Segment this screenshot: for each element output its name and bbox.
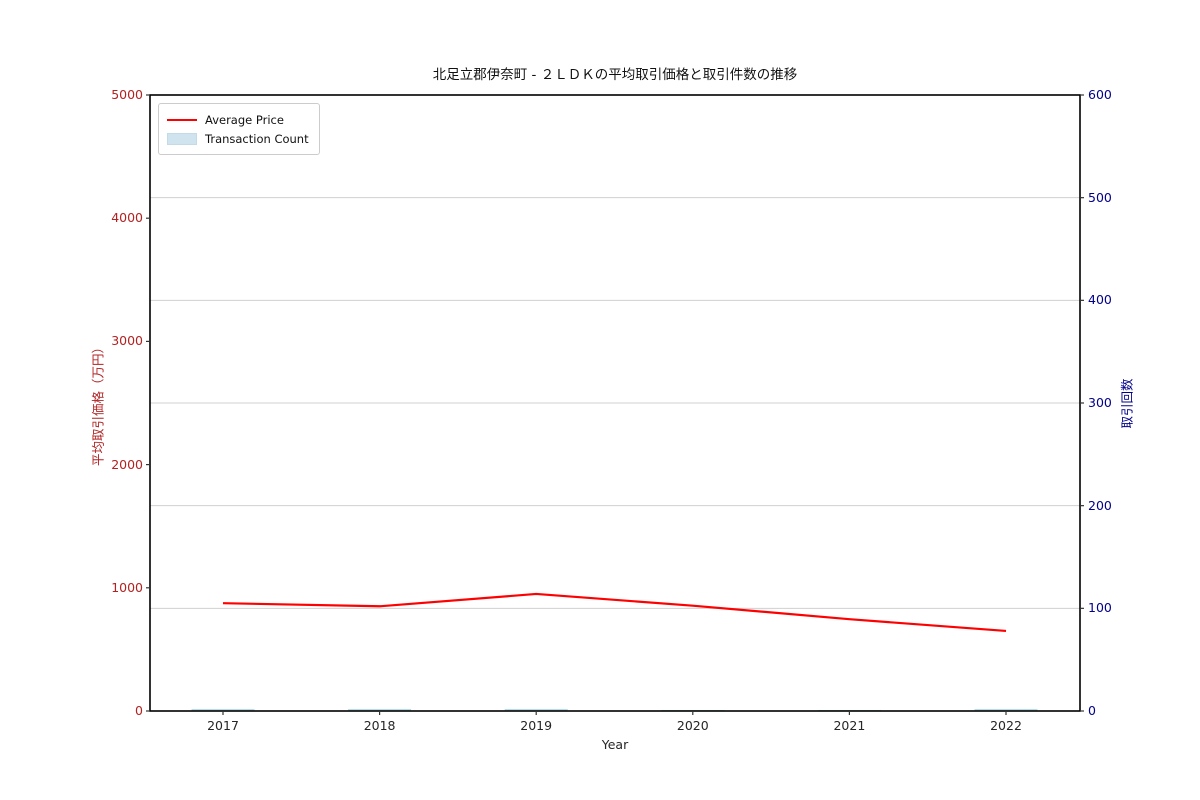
chart-title: 北足立郡伊奈町 - ２ＬＤＫの平均取引価格と取引件数の推移: [432, 67, 798, 83]
transaction-count-bar: [191, 708, 255, 711]
y-right-tick-label: 100: [1088, 600, 1112, 616]
y-right-tick-label: 300: [1088, 395, 1112, 410]
y-right-tick-label: 600: [1088, 87, 1112, 102]
y-left-tick-label: 0: [135, 703, 143, 718]
legend-patch-swatch: [167, 132, 197, 145]
y-left-tick-label: 1000: [111, 579, 143, 595]
y-right-tick-label: 200: [1088, 497, 1112, 513]
x-tick-label: 2020: [676, 718, 709, 733]
legend-label: Transaction Count: [205, 131, 309, 146]
x-tick-label: 2022: [990, 718, 1022, 733]
transaction-count-bar: [348, 708, 412, 711]
y-left-tick-label: 4000: [111, 210, 143, 226]
average-price-line: [222, 592, 1007, 633]
x-tick-label: 2019: [520, 718, 553, 733]
legend-item-average-price: Average Price: [167, 110, 309, 129]
legend-label: Average Price: [205, 112, 284, 127]
x-tick-label: 2018: [363, 718, 396, 733]
legend-item-transaction-count: Transaction Count: [167, 129, 309, 148]
y-right-tick-label: 0: [1088, 703, 1096, 718]
transaction-count-bar: [504, 708, 568, 711]
y-left-tick-label: 3000: [111, 333, 143, 349]
y-left-tick-label: 5000: [111, 87, 143, 102]
legend-line-swatch: [167, 118, 197, 121]
y-left-tick-label: 2000: [111, 456, 143, 472]
x-tick-label: 2017: [207, 718, 239, 733]
x-tick-label: 2021: [833, 718, 866, 733]
x-axis-label: Year: [601, 737, 629, 752]
transaction-count-bar: [974, 708, 1038, 711]
legend: Average Price Transaction Count: [158, 103, 320, 155]
y-right-tick-label: 400: [1088, 292, 1112, 308]
y-right-tick-label: 500: [1088, 189, 1112, 205]
